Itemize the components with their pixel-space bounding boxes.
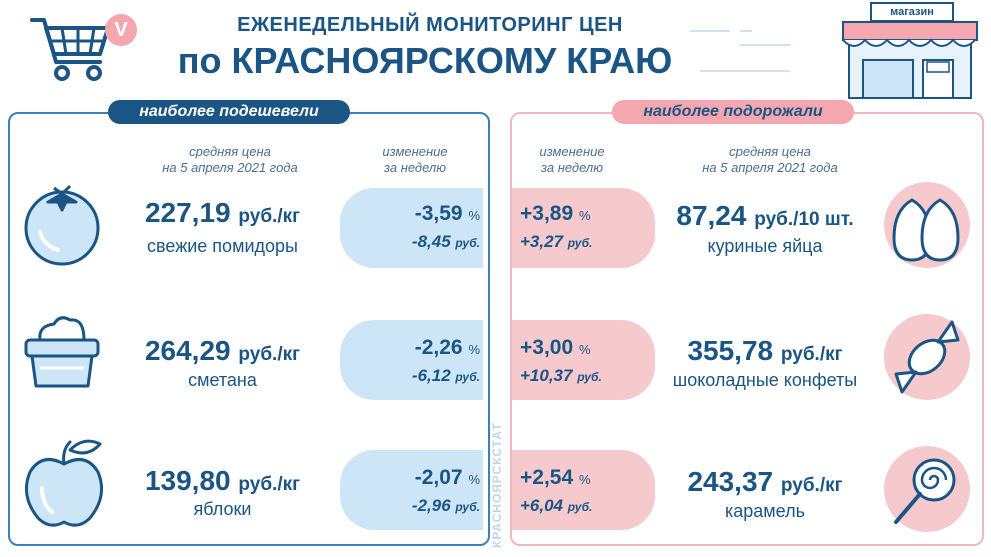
product-name: куриные яйца — [707, 236, 823, 256]
rubles-value: +10,37 — [520, 366, 573, 385]
apple-icon — [22, 434, 106, 530]
change-rubles: +10,37 руб. — [520, 366, 650, 386]
rubles-value: +3,27 — [520, 232, 564, 251]
change-percent: +2,54 % — [520, 466, 640, 490]
right-col-change-line2: за неделю — [540, 160, 604, 175]
decor-line — [740, 44, 790, 46]
pricier-label: наиболее подорожали — [612, 100, 854, 124]
change-bubble — [512, 188, 655, 268]
right-col-price-line2: на 5 апреля 2021 года — [702, 160, 838, 175]
change-bubble — [340, 320, 483, 400]
rubles-unit: руб. — [455, 370, 480, 384]
rubles-unit: руб. — [567, 500, 593, 514]
change-rubles: -8,45 руб. — [375, 232, 480, 252]
check-badge: V — [105, 14, 137, 46]
left-col-price-header: средняя цена на 5 апреля 2021 года — [140, 144, 320, 176]
decor-line — [740, 30, 752, 32]
change-percent: -3,59 % — [380, 202, 480, 226]
price-value: 87,24 руб./10 шт. — [655, 200, 875, 232]
change-bubble — [512, 450, 655, 530]
eggs-icon — [882, 180, 972, 270]
lollipop-icon — [882, 444, 972, 534]
source-label: КРАСНОЯРСКСТАТ — [490, 422, 504, 548]
left-col-change-line2: за неделю — [383, 160, 447, 175]
percent-sign: % — [578, 472, 591, 487]
price-value: 227,19 руб./кг — [110, 197, 335, 229]
price-unit: руб./кг — [238, 206, 301, 227]
shop-sign: магазин — [870, 2, 954, 22]
cheaper-label: наиболее подешевели — [108, 100, 350, 124]
rubles-value: -6,12 — [411, 366, 451, 385]
change-percent: +3,89 % — [520, 202, 640, 226]
price-number: 227,19 — [144, 197, 231, 228]
change-bubble — [340, 188, 483, 268]
price-value: 264,29 руб./кг — [110, 335, 335, 367]
left-col-price-line2: на 5 апреля 2021 года — [162, 160, 298, 175]
product-name: шоколадные конфеты — [672, 370, 858, 390]
percent-sign: % — [468, 472, 480, 487]
change-bubble — [340, 450, 483, 530]
percent-value: -2,07 — [414, 466, 463, 489]
percent-value: -2,26 — [414, 336, 463, 359]
decor-line — [690, 30, 730, 32]
right-col-price-header: средняя цена на 5 апреля 2021 года — [680, 144, 860, 176]
price-value: 139,80 руб./кг — [110, 465, 335, 497]
price-unit: руб./10 шт. — [754, 209, 854, 230]
change-rubles: +6,04 руб. — [520, 496, 645, 516]
tomato-icon — [18, 180, 106, 268]
price-value: 243,37 руб./кг — [655, 466, 875, 498]
change-rubles: -2,96 руб. — [375, 496, 480, 516]
rubles-unit: руб. — [567, 236, 593, 250]
percent-sign: % — [468, 342, 480, 357]
candy-icon — [882, 312, 972, 402]
left-col-price-line1: средняя цена — [189, 144, 271, 159]
rubles-value: -2,96 — [411, 496, 451, 515]
right-col-price-line1: средняя цена — [729, 144, 811, 159]
price-unit: руб./кг — [238, 344, 301, 365]
cart-icon — [28, 10, 118, 85]
page-title-line2: по КРАСНОЯРСКОМУ КРАЮ — [177, 40, 673, 81]
change-rubles: +3,27 руб. — [520, 232, 645, 252]
product-name: свежие помидоры — [147, 236, 298, 256]
price-number: 139,80 — [144, 465, 231, 496]
rubles-value: +6,04 — [520, 496, 564, 515]
percent-value: -3,59 — [414, 202, 463, 225]
price-value: 355,78 руб./кг — [655, 335, 875, 367]
rubles-unit: руб. — [577, 370, 602, 384]
price-number: 355,78 — [687, 335, 774, 366]
product-name: сметана — [188, 370, 257, 390]
change-percent: -2,26 % — [380, 336, 480, 360]
price-number: 264,29 — [144, 335, 231, 366]
change-rubles: -6,12 руб. — [375, 366, 480, 386]
right-col-change-header: изменение за неделю — [512, 144, 632, 176]
change-percent: +3,00 % — [520, 336, 640, 360]
shop-icon — [835, 0, 985, 100]
product-name: карамель — [725, 501, 805, 521]
page-title-line1: ЕЖЕНЕДЕЛЬНЫЙ МОНИТОРИНГ ЦЕН — [237, 14, 623, 36]
percent-value: +2,54 — [520, 466, 574, 489]
sour-cream-icon — [18, 308, 106, 396]
percent-value: +3,89 — [520, 202, 574, 225]
rubles-unit: руб. — [455, 236, 480, 250]
change-percent: -2,07 % — [380, 466, 480, 490]
price-unit: руб./кг — [780, 344, 843, 365]
percent-sign: % — [578, 342, 591, 357]
left-col-change-header: изменение за неделю — [355, 144, 475, 176]
decor-line — [700, 70, 790, 72]
rubles-value: -8,45 — [411, 232, 451, 251]
product-name: яблоки — [193, 499, 252, 519]
price-number: 87,24 — [676, 200, 747, 231]
left-col-change-line1: изменение — [382, 144, 448, 159]
right-col-change-line1: изменение — [539, 144, 605, 159]
percent-value: +3,00 — [520, 336, 574, 359]
price-unit: руб./кг — [238, 474, 301, 495]
change-bubble — [512, 320, 655, 400]
percent-sign: % — [468, 208, 480, 223]
rubles-unit: руб. — [455, 500, 480, 514]
price-number: 243,37 — [687, 466, 774, 497]
price-unit: руб./кг — [780, 475, 843, 496]
percent-sign: % — [578, 208, 591, 223]
